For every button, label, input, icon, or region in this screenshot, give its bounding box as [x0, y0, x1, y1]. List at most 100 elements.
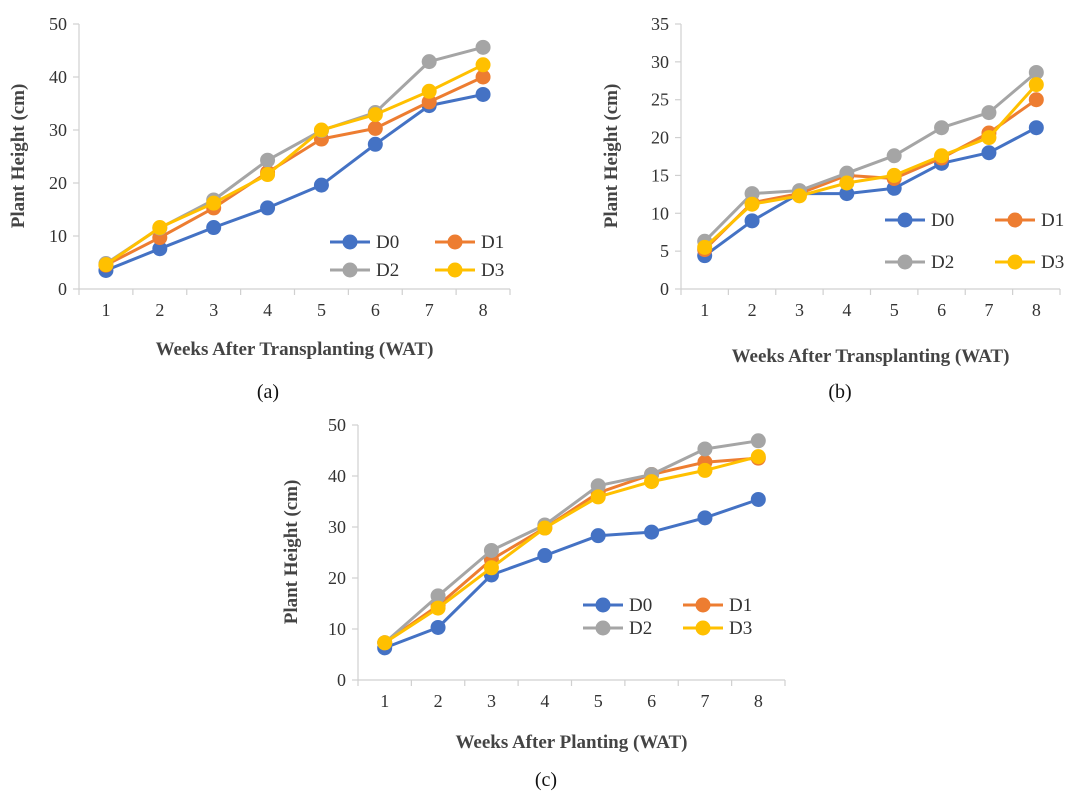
series-line-d1 [383, 456, 759, 645]
data-point-d0 [839, 186, 855, 202]
x-tick-label: 3 [487, 691, 496, 711]
legend-label: D0 [629, 595, 652, 616]
y-tick-label: 0 [337, 670, 346, 690]
series-line-d3 [383, 455, 759, 645]
data-point-d3 [377, 635, 393, 651]
y-tick-label: 40 [328, 466, 346, 486]
y-tick-label: 50 [49, 14, 67, 34]
data-point-d3 [98, 257, 114, 273]
legend-swatch-marker [897, 254, 913, 270]
panel-caption-b: (b) [828, 381, 851, 403]
legend-label: D1 [481, 232, 504, 253]
data-point-d2 [744, 186, 760, 202]
data-point-d2 [1028, 64, 1044, 80]
x-tick-label: 7 [984, 300, 993, 320]
legend-label: D3 [729, 618, 752, 639]
data-point-d3 [697, 239, 713, 255]
x-tick-label: 6 [647, 691, 656, 711]
y-tick-label: 15 [651, 165, 669, 185]
data-point-d3 [839, 175, 855, 191]
data-point-d0 [644, 524, 660, 540]
y-tick-label: 50 [328, 415, 346, 435]
legend-label: D3 [481, 260, 504, 281]
legend-swatch-marker [342, 262, 358, 278]
data-point-d0 [537, 548, 553, 564]
data-point-d3 [421, 83, 437, 99]
data-point-d1 [1028, 92, 1044, 108]
y-tick-label: 40 [49, 67, 67, 87]
y-tick-label: 20 [49, 173, 67, 193]
data-point-d3 [152, 220, 168, 236]
data-point-d0 [430, 619, 446, 635]
series-line-d0 [703, 126, 1037, 257]
x-tick-label: 5 [594, 691, 603, 711]
x-tick-label: 8 [479, 300, 488, 320]
data-point-d1 [475, 69, 491, 85]
data-point-d3 [475, 57, 491, 73]
data-point-d2 [981, 105, 997, 121]
legend-swatch-marker [1007, 212, 1023, 228]
data-point-d3 [367, 107, 383, 123]
data-point-d3 [206, 195, 222, 211]
legend-label: D3 [1041, 252, 1064, 273]
legend-label: D0 [931, 210, 954, 231]
x-tick-label: 5 [317, 300, 326, 320]
data-point-d3 [791, 188, 807, 204]
y-tick-label: 30 [328, 517, 346, 537]
y-tick-label: 0 [660, 279, 669, 299]
y-tick-label: 10 [651, 203, 669, 223]
legend-c: D0 D1 D2 D3 [583, 595, 752, 639]
chart-panel-c: 0 10 20 30 40 50 1 2 3 4 5 6 7 8 Weeks After Planting … [281, 415, 786, 753]
x-tick-label: 2 [748, 300, 757, 320]
legend-label: D2 [376, 260, 399, 281]
x-tick-label: 4 [540, 691, 549, 711]
series-line-d2 [703, 71, 1038, 243]
data-point-d0 [367, 136, 383, 152]
data-point-d0 [260, 200, 276, 216]
data-point-d3 [744, 196, 760, 212]
data-point-d0 [750, 491, 766, 507]
data-point-d2 [886, 148, 902, 164]
legend-swatch-marker [897, 212, 913, 228]
x-tick-label: 6 [371, 300, 380, 320]
series-line-d1 [105, 75, 484, 267]
data-point-d2 [697, 441, 713, 457]
y-axis-title: Plant Height (cm) [601, 84, 622, 229]
data-point-d0 [1028, 120, 1044, 136]
data-point-d2 [750, 433, 766, 449]
data-point-d2 [475, 39, 491, 55]
legend-b: D0 D1 D2 D3 [885, 210, 1064, 273]
x-tick-label: 5 [890, 300, 899, 320]
series-line-d0 [105, 93, 484, 272]
y-axis-title: Plant Height (cm) [281, 480, 302, 625]
data-point-d1 [367, 120, 383, 136]
x-tick-label: 1 [380, 691, 389, 711]
x-axis-title: Weeks After Planting (WAT) [455, 732, 687, 753]
data-point-d2 [260, 152, 276, 168]
x-tick-label: 3 [795, 300, 804, 320]
y-axis-title: Plant Height (cm) [8, 84, 29, 229]
data-point-d3 [981, 130, 997, 146]
y-tick-label: 20 [651, 128, 669, 148]
legend-swatch-marker [342, 234, 358, 250]
series-line-d2 [383, 439, 759, 644]
x-tick-label: 3 [209, 300, 218, 320]
data-point-d0 [590, 528, 606, 544]
series-line-d1 [703, 98, 1038, 251]
y-tick-label: 5 [660, 241, 669, 261]
legend-swatch-marker [1007, 254, 1023, 270]
data-point-d3 [537, 520, 553, 536]
data-point-d0 [697, 510, 713, 526]
x-tick-label: 2 [434, 691, 443, 711]
x-tick-label: 6 [937, 300, 946, 320]
series-line-d3 [703, 83, 1038, 249]
data-point-d0 [981, 145, 997, 161]
chart-panel-a: 0 10 20 30 40 50 1 2 3 4 5 6 7 8 Weeks After Transplan… [8, 14, 511, 360]
legend-label: D2 [931, 252, 954, 273]
chart-panel-b: 0 5 10 15 20 25 30 35 1 2 3 4 5 6 7 8 Weeks After Transp… [601, 14, 1064, 367]
data-point-d3 [260, 167, 276, 183]
y-tick-label: 0 [58, 279, 67, 299]
data-point-d1 [421, 94, 437, 110]
data-point-d2 [590, 478, 606, 494]
